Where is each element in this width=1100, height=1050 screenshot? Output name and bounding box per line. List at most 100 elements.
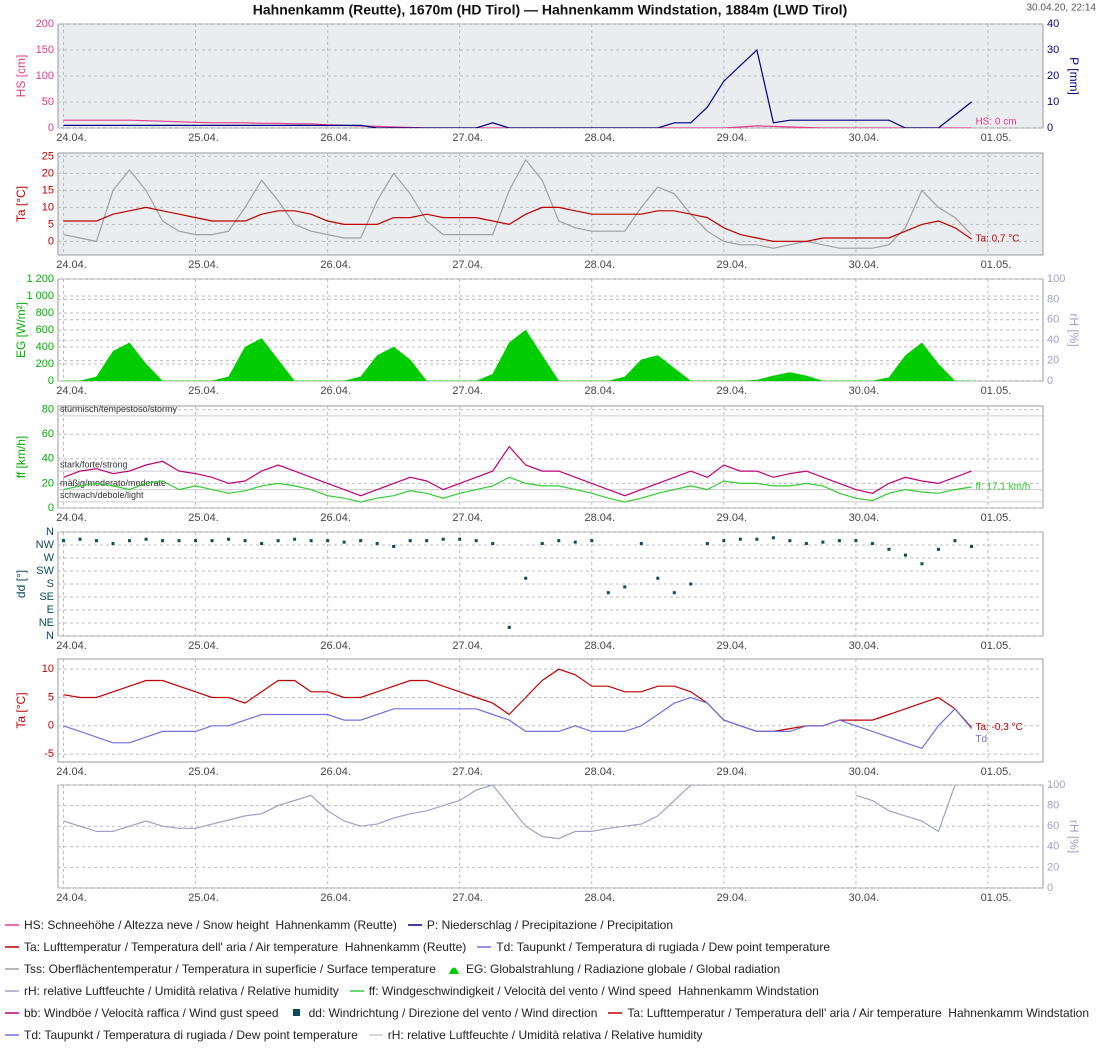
legend: HS: Schneehöhe / Altezza neve / Snow hei… [4, 916, 1096, 1044]
y2-tick-label: 80 [1047, 293, 1059, 305]
dd-point [903, 553, 907, 557]
legend-item: ff: Windgeschwindigkeit / Velocità del v… [349, 982, 819, 1000]
legend-item: rH: relative Luftfeuchte / Umidità relat… [368, 1026, 703, 1044]
y-tick-label: 80 [42, 404, 54, 416]
legend-symbol [292, 1009, 300, 1016]
x-tick-label: 01.05. [981, 512, 1012, 524]
dd-point [62, 539, 66, 543]
legend-label: dd: Windrichtung / Direzione del vento /… [308, 1006, 598, 1020]
y-tick-label: 50 [42, 96, 54, 108]
y2-tick-label: 0 [1047, 122, 1053, 134]
dd-point [804, 542, 808, 546]
y2-tick-label: 60 [1047, 820, 1059, 832]
x-tick-label: 25.04. [188, 640, 219, 652]
y-tick-label: E [47, 604, 54, 616]
line [63, 785, 956, 840]
y-tick-label: 200 [36, 358, 54, 370]
y-tick-label: 0 [48, 122, 54, 134]
dd-point [359, 539, 363, 543]
dd-point [260, 542, 264, 546]
y2-tick-label: 0 [1047, 882, 1053, 894]
legend-item: Td: Taupunkt / Temperatura di rugiada / … [4, 1026, 358, 1044]
legend-swatch [349, 990, 364, 992]
legend-label: Tss: Oberflächentemperatur / Temperatura… [24, 962, 436, 976]
band-label: schwach/debole/light [60, 490, 144, 500]
y-tick-label: 25 [42, 150, 54, 162]
legend-item: HS: Schneehöhe / Altezza neve / Snow hei… [4, 916, 397, 934]
y-tick-label: 1 000 [26, 290, 54, 302]
plot-area [57, 784, 1044, 889]
x-tick-label: 28.04. [584, 766, 615, 778]
dd-point [144, 537, 148, 541]
dd-point [78, 537, 82, 541]
y2-tick-label: 40 [1047, 18, 1059, 30]
x-tick-label: 24.04. [56, 259, 87, 271]
dd-point [194, 539, 198, 543]
dd-point [441, 537, 445, 541]
y-tick-label: 40 [42, 453, 54, 465]
x-tick-label: 29.04. [717, 766, 748, 778]
dd-point [590, 539, 594, 543]
y2-axis-label: P [mm] [1067, 57, 1081, 95]
dd-point [705, 542, 709, 546]
dd-point [771, 536, 775, 540]
x-tick-label: 29.04. [717, 512, 748, 524]
y-tick-label: -5 [44, 748, 54, 760]
dd-point [491, 542, 495, 546]
dd-point [95, 539, 99, 543]
line [63, 445, 972, 497]
legend-item: P: Niederschlag / Precipitazione / Preci… [407, 916, 673, 934]
x-tick-label: 28.04. [584, 640, 615, 652]
y2-tick-label: 30 [1047, 44, 1059, 56]
plot-area [57, 658, 1044, 763]
x-tick-label: 24.04. [56, 766, 87, 778]
y-tick-label: NW [36, 539, 55, 551]
y-tick-label: 600 [36, 324, 54, 336]
y-tick-label: 0 [48, 235, 54, 247]
y-tick-label: 150 [36, 44, 54, 56]
x-tick-label: 27.04. [452, 132, 483, 144]
line [63, 48, 972, 128]
x-tick-label: 28.04. [584, 132, 615, 144]
legend-symbol [448, 967, 459, 974]
line [63, 476, 972, 503]
dd-point [623, 585, 627, 589]
legend-label: EG: Globalstrahlung / Radiazione globale… [465, 962, 781, 976]
dd-point [210, 539, 214, 543]
x-tick-label: 01.05. [981, 385, 1012, 397]
y2-tick-label: 20 [1047, 861, 1059, 873]
x-tick-label: 28.04. [584, 512, 615, 524]
legend-label: bb: Windböe / Velocità raffica / Wind gu… [24, 1006, 279, 1020]
y-tick-label: N [46, 630, 54, 642]
x-tick-label: 26.04. [320, 132, 351, 144]
y2-tick-label: 10 [1047, 96, 1059, 108]
x-tick-label: 27.04. [452, 766, 483, 778]
y2-tick-label: 60 [1047, 314, 1059, 326]
chart-title: Hahnenkamm (Reutte), 1670m (HD Tirol) — … [253, 2, 847, 18]
dd-point [870, 542, 874, 546]
x-tick-label: 26.04. [320, 892, 351, 904]
legend-swatch [448, 967, 459, 974]
x-tick-label: 26.04. [320, 259, 351, 271]
line [63, 206, 972, 242]
x-tick-label: 24.04. [56, 385, 87, 397]
legend-swatch [608, 1012, 623, 1014]
y-tick-label: SE [39, 591, 54, 603]
x-tick-label: 29.04. [717, 385, 748, 397]
dd-point [392, 544, 396, 548]
x-tick-label: 25.04. [188, 385, 219, 397]
area [63, 329, 972, 381]
y-tick-label: 10 [42, 201, 54, 213]
y-tick-label: 5 [48, 691, 54, 703]
x-tick-label: 26.04. [320, 385, 351, 397]
y-tick-label: 10 [42, 663, 54, 675]
y-axis-label: HS [cm] [14, 55, 28, 98]
x-tick-label: 24.04. [56, 512, 87, 524]
x-tick-label: 30.04. [849, 132, 880, 144]
x-tick-label: 30.04. [849, 892, 880, 904]
x-tick-label: 01.05. [981, 132, 1012, 144]
legend-item: rH: relative Luftfeuchte / Umidità relat… [4, 982, 339, 1000]
x-tick-label: 01.05. [981, 259, 1012, 271]
dd-point [243, 539, 247, 543]
line [63, 119, 972, 128]
